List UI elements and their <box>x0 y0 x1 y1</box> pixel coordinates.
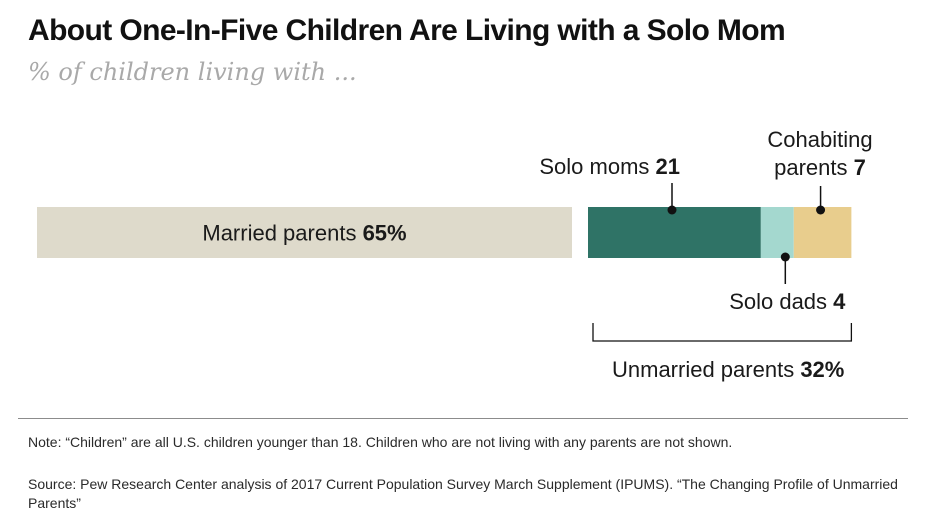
divider <box>18 418 908 419</box>
dot-cohabiting <box>816 205 826 215</box>
bar-cohabiting <box>793 207 852 258</box>
label-unmarried-parents: Unmarried parents 32% <box>612 357 844 382</box>
dot-solo-dads <box>780 252 790 262</box>
bar-married-parents <box>37 207 572 258</box>
stacked-bar-chart: Married parents 65% Solo moms 21 Solo dads… <box>37 127 873 382</box>
footnote: Note: “Children” are all U.S. children y… <box>28 434 733 450</box>
label-cohabiting-line1: Cohabiting <box>767 127 872 152</box>
dot-solo-moms <box>667 205 677 215</box>
bracket-unmarried-parents <box>592 323 853 342</box>
label-solo-moms: Solo moms 21 <box>539 154 680 179</box>
bars-group <box>37 207 852 258</box>
chart-subtitle: % of children living with ... <box>28 58 357 86</box>
label-solo-dads: Solo dads 4 <box>729 289 846 314</box>
label-married-parents: Married parents 65% <box>202 221 406 246</box>
bar-solo-dads <box>760 207 794 258</box>
annotations-group: Married parents 65% Solo moms 21 Solo dads… <box>202 127 872 382</box>
source-note: Source: Pew Research Center analysis of … <box>28 476 898 511</box>
chart-title: About One-In-Five Children Are Living wi… <box>28 14 786 47</box>
bar-solo-moms <box>588 207 761 258</box>
label-cohabiting-line2: parents 7 <box>774 155 866 180</box>
